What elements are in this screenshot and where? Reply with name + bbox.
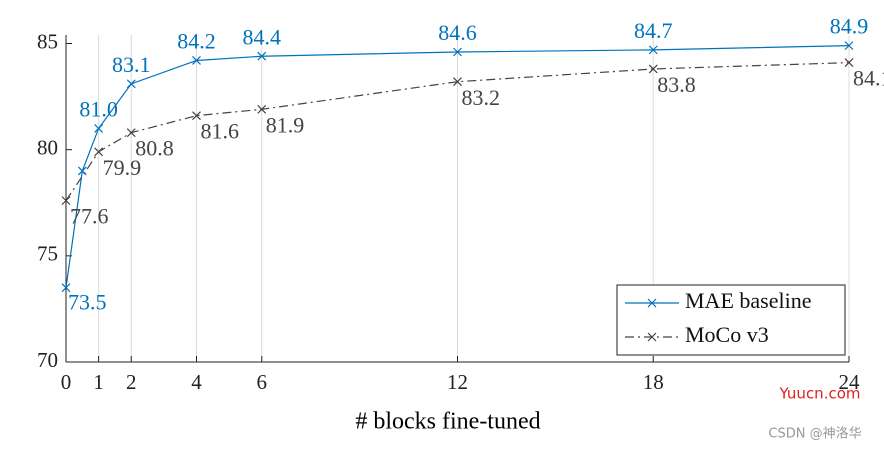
x-tick-label: 6 (257, 370, 268, 394)
line (65, 62, 850, 201)
marker (257, 51, 267, 61)
data-label: 81.6 (201, 119, 240, 144)
x-tick-label: 18 (643, 370, 664, 394)
legend-label: MAE baseline (685, 288, 811, 313)
x-tick-label: 24 (839, 370, 861, 394)
marker (94, 147, 104, 157)
y-tick-label: 70 (37, 348, 58, 372)
legend-marker (647, 298, 657, 308)
legend-marker (647, 332, 657, 342)
data-label: 81.9 (266, 112, 305, 137)
x-tick-label: 1 (93, 370, 104, 394)
data-label: 84.4 (243, 24, 282, 49)
data-label: 84.6 (438, 20, 477, 45)
data-label: 83.8 (657, 72, 696, 97)
data-label: 73.5 (68, 290, 107, 315)
legend-label: MoCo v3 (685, 322, 769, 347)
marker (192, 56, 201, 65)
y-tick-label: 80 (37, 135, 58, 159)
data-label: 80.8 (135, 136, 174, 161)
marker (453, 47, 462, 57)
data-label: 83.2 (462, 85, 501, 110)
y-tick-label: 85 (37, 29, 58, 53)
data-label: 84.9 (830, 14, 869, 39)
marker (77, 166, 87, 176)
data-label: 77.6 (70, 204, 109, 229)
data-label: 84.7 (634, 18, 673, 43)
x-axis-label: # blocks fine-tuned (355, 409, 540, 435)
data-label: 84.2 (177, 29, 216, 54)
marker (844, 41, 854, 51)
x-tick-label: 0 (61, 370, 72, 394)
marker (61, 283, 71, 293)
marker (192, 111, 201, 121)
marker (453, 77, 462, 87)
marker (126, 79, 136, 89)
x-tick-label: 4 (191, 370, 202, 394)
marker (61, 196, 71, 206)
marker (648, 64, 658, 74)
data-label: 79.9 (103, 155, 142, 180)
legend-box (616, 284, 846, 356)
marker (126, 128, 136, 138)
data-label: 83.1 (112, 52, 151, 77)
watermark: CSDN @神洛华 (768, 427, 861, 442)
marker (94, 124, 104, 133)
marker (257, 104, 267, 114)
data-label: 81.0 (79, 96, 118, 121)
watermark: Yuucn.com (778, 385, 860, 403)
x-tick-label: 12 (447, 370, 468, 394)
x-tick-label: 2 (126, 370, 137, 394)
marker (844, 58, 854, 68)
data-label: 84.1 (853, 66, 884, 91)
marker (648, 45, 658, 55)
y-tick-label: 75 (37, 242, 58, 266)
